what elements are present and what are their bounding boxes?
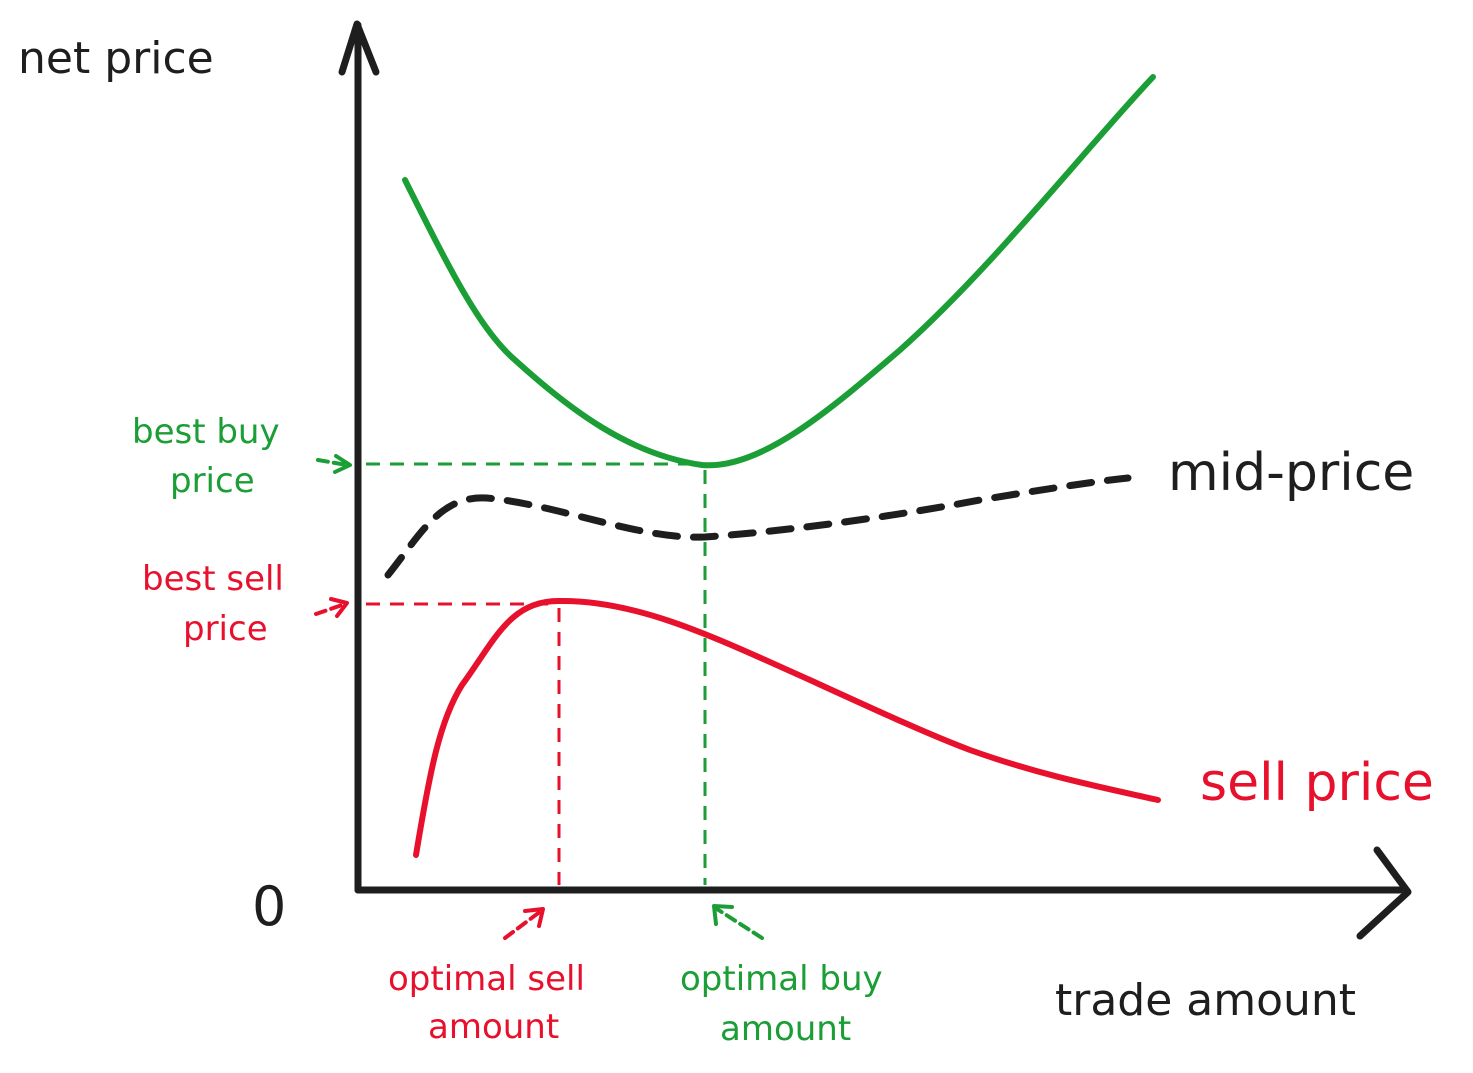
optimal-buy-amount-label-line2: amount	[720, 1009, 851, 1049]
buy-price-curve	[402, 74, 1156, 469]
optimal-sell-amount-label-line2: amount	[428, 1007, 559, 1047]
best-buy-pointer-arrow	[316, 454, 352, 474]
best-buy-price-label-line1: best buy	[132, 412, 280, 452]
mid-price-curve	[384, 474, 1132, 579]
y-axis-label: net price	[18, 33, 214, 84]
origin-label: 0	[252, 875, 286, 938]
y-axis-arrowhead	[338, 20, 380, 76]
optimal-buy-amount-label-line1: optimal buy	[680, 959, 883, 999]
x-axis-label: trade amount	[1055, 975, 1356, 1026]
x-axis-arrowhead	[1356, 846, 1412, 940]
optimal-sell-pointer-arrow	[503, 907, 545, 940]
sell-price-label: sell price	[1200, 753, 1434, 813]
best-buy-price-label-line2: price	[170, 461, 255, 501]
optimal-buy-pointer-arrow	[712, 904, 764, 940]
best-sell-price-label-line2: price	[183, 609, 268, 649]
mid-price-label: mid-price	[1168, 443, 1414, 503]
best-sell-pointer-arrow	[314, 597, 349, 618]
optimal-sell-amount-label-line1: optimal sell	[388, 959, 585, 999]
best-sell-price-label-line1: best sell	[142, 559, 284, 599]
sell-price-curve	[413, 597, 1161, 858]
